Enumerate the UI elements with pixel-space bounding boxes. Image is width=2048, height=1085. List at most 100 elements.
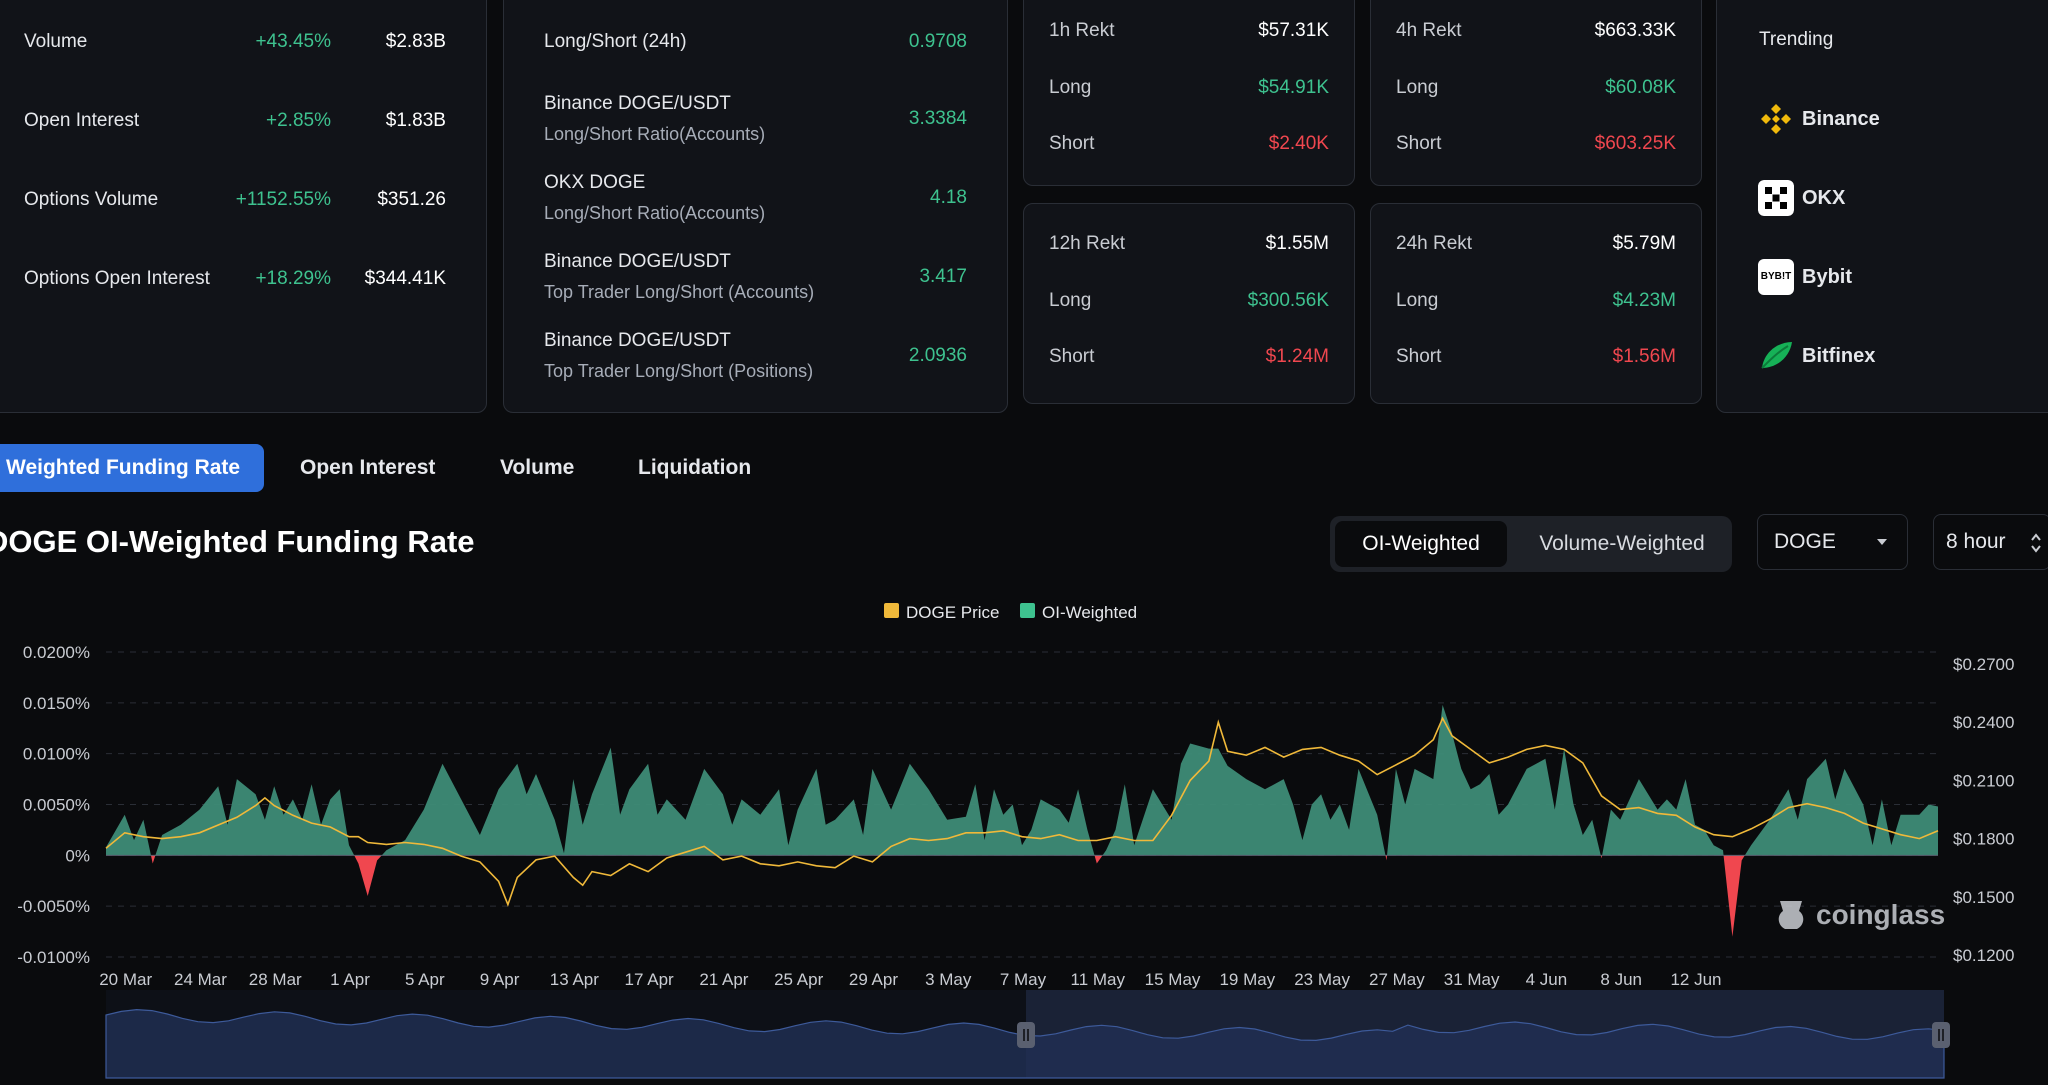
- tab-liquidation[interactable]: Liquidation: [638, 456, 752, 479]
- chart-title: DOGE OI-Weighted Funding Rate: [0, 524, 475, 559]
- legend-swatch: [884, 603, 899, 618]
- chevron-down-icon: [1877, 539, 1887, 545]
- rekt-title: 4h Rekt: [1396, 20, 1462, 41]
- market-stat-value: $344.41K: [364, 268, 446, 289]
- x-tick: 9 Apr: [480, 970, 520, 989]
- x-tick: 31 May: [1444, 970, 1500, 989]
- legend-label: OI-Weighted: [1042, 603, 1137, 622]
- rekt-short-label: Short: [1049, 346, 1095, 367]
- weighting-toggle: OI-Weighted Volume-Weighted: [1330, 516, 1732, 572]
- rekt-short-label: Short: [1396, 346, 1442, 367]
- ratio-title: Binance DOGE/USDT: [544, 330, 731, 351]
- market-stat-change: +1152.55%: [235, 189, 331, 210]
- rekt-title: 12h Rekt: [1049, 233, 1126, 254]
- oi-weighted-button[interactable]: OI-Weighted: [1335, 521, 1507, 567]
- ratio-value: 4.18: [930, 187, 967, 208]
- y-left-tick: 0.0100%: [23, 745, 90, 764]
- rekt-card-24h: [1370, 203, 1702, 404]
- up-down-chevron-icon: [2031, 533, 2041, 553]
- market-stat-change: +18.29%: [255, 268, 331, 289]
- tab-open-interest[interactable]: Open Interest: [300, 456, 436, 479]
- y-left-tick: -0.0100%: [17, 948, 90, 967]
- trending-card: Trending: [1716, 0, 2048, 413]
- ratio-subtitle: Long/Short Ratio(Accounts): [544, 124, 766, 144]
- rekt-short-value: $1.56M: [1612, 346, 1676, 367]
- market-stat-label: Options Open Interest: [24, 268, 210, 289]
- y-left-tick: -0.0050%: [17, 897, 90, 916]
- x-tick: 24 Mar: [174, 970, 227, 989]
- navigator-series: [105, 1008, 1945, 1079]
- trending-title: Trending: [1759, 29, 1834, 50]
- long-short-card: Long/Short (24h) 0.9708 Binance DOGE/USDT…: [503, 0, 1008, 413]
- funding-area-positive: [106, 704, 1938, 856]
- ratio-title: Binance DOGE/USDT: [544, 93, 731, 114]
- x-tick: 21 Apr: [699, 970, 748, 989]
- rekt-short-value: $1.24M: [1265, 346, 1329, 367]
- rekt-short-label: Short: [1396, 133, 1442, 154]
- symbol-select[interactable]: DOGE: [1757, 514, 1908, 570]
- ratio-subtitle: Top Trader Long/Short (Accounts): [544, 282, 815, 302]
- x-tick: 8 Jun: [1600, 970, 1642, 989]
- rekt-long-label: Long: [1049, 290, 1092, 311]
- watermark: coinglass: [1774, 895, 1945, 935]
- tab-volume[interactable]: Volume: [500, 456, 575, 479]
- market-stat-value: $2.83B: [385, 31, 446, 52]
- trending-name: OKX: [1802, 187, 1846, 209]
- rekt-card-4h: [1370, 0, 1702, 186]
- x-tick: 11 May: [1071, 970, 1126, 989]
- bybit-icon: BYB!T: [1758, 259, 1794, 295]
- rekt-short-label: Short: [1049, 133, 1095, 154]
- market-stat-value: $1.83B: [385, 110, 446, 131]
- range-navigator: [106, 990, 1944, 1078]
- x-tick: 20 Mar: [99, 970, 152, 989]
- x-tick: 15 May: [1145, 970, 1201, 989]
- ratio-value: 2.0936: [908, 345, 967, 366]
- ratio-title: OKX DOGE: [544, 172, 646, 193]
- interval-select[interactable]: 8 hour: [1933, 514, 2048, 570]
- market-stat-change: +2.85%: [266, 110, 331, 131]
- y-left-tick: 0.0050%: [23, 796, 90, 815]
- x-tick: 28 Mar: [249, 970, 302, 989]
- y-right-tick: $0.1800: [1953, 830, 2014, 849]
- market-stat-label: Volume: [24, 31, 88, 52]
- range-handle[interactable]: [1017, 1022, 1035, 1048]
- rekt-total: $663.33K: [1594, 20, 1676, 41]
- watermark-text: coinglass: [1816, 899, 1946, 930]
- coinglass-logo-icon: [1778, 901, 1804, 929]
- y-right-tick: $0.2400: [1953, 713, 2014, 732]
- binance-icon: [1761, 104, 1791, 134]
- y-right-tick: $0.2700: [1953, 655, 2014, 674]
- market-stat-label: Open Interest: [24, 110, 140, 131]
- rekt-card-12h: [1023, 203, 1355, 404]
- y-left-tick: 0.0150%: [23, 694, 90, 713]
- legend-label: DOGE Price: [906, 603, 1000, 622]
- rekt-long-label: Long: [1396, 77, 1439, 98]
- rekt-total: $5.79M: [1612, 233, 1676, 254]
- x-tick: 5 Apr: [405, 970, 445, 989]
- x-tick: 4 Jun: [1526, 970, 1568, 989]
- range-selection[interactable]: [1026, 990, 1944, 1078]
- rekt-long-label: Long: [1049, 77, 1092, 98]
- ratio-subtitle: Long/Short Ratio(Accounts): [544, 203, 766, 223]
- x-tick: 1 Apr: [330, 970, 370, 989]
- ratio-value: 3.3384: [908, 108, 967, 129]
- market-summary-card: Volume +43.45% $2.83B Open Interest +2.85…: [0, 0, 487, 413]
- volume-weighted-button[interactable]: Volume-Weighted: [1539, 532, 1705, 555]
- market-stat-value: $351.26: [377, 189, 446, 210]
- ratio-title: Long/Short (24h): [544, 31, 687, 52]
- rekt-total: $57.31K: [1258, 20, 1329, 41]
- rekt-short-value: $2.40K: [1268, 133, 1329, 154]
- funding-area-negative: [150, 855, 1745, 937]
- price-line: [105, 716, 1939, 907]
- rekt-long-value: $300.56K: [1247, 290, 1329, 311]
- trending-name: Binance: [1802, 108, 1880, 130]
- range-handle[interactable]: [1932, 1022, 1950, 1048]
- rekt-card-1h: [1023, 0, 1355, 186]
- bitfinex-icon: [1761, 342, 1792, 369]
- x-tick: 7 May: [1000, 970, 1047, 989]
- interval-select-value: 8 hour: [1946, 530, 2006, 553]
- market-stat-label: Options Volume: [24, 189, 159, 210]
- legend-swatch: [1020, 603, 1035, 618]
- x-tick: 25 Apr: [774, 970, 823, 989]
- tab-weighted-funding-rate[interactable]: Weighted Funding Rate: [0, 444, 265, 492]
